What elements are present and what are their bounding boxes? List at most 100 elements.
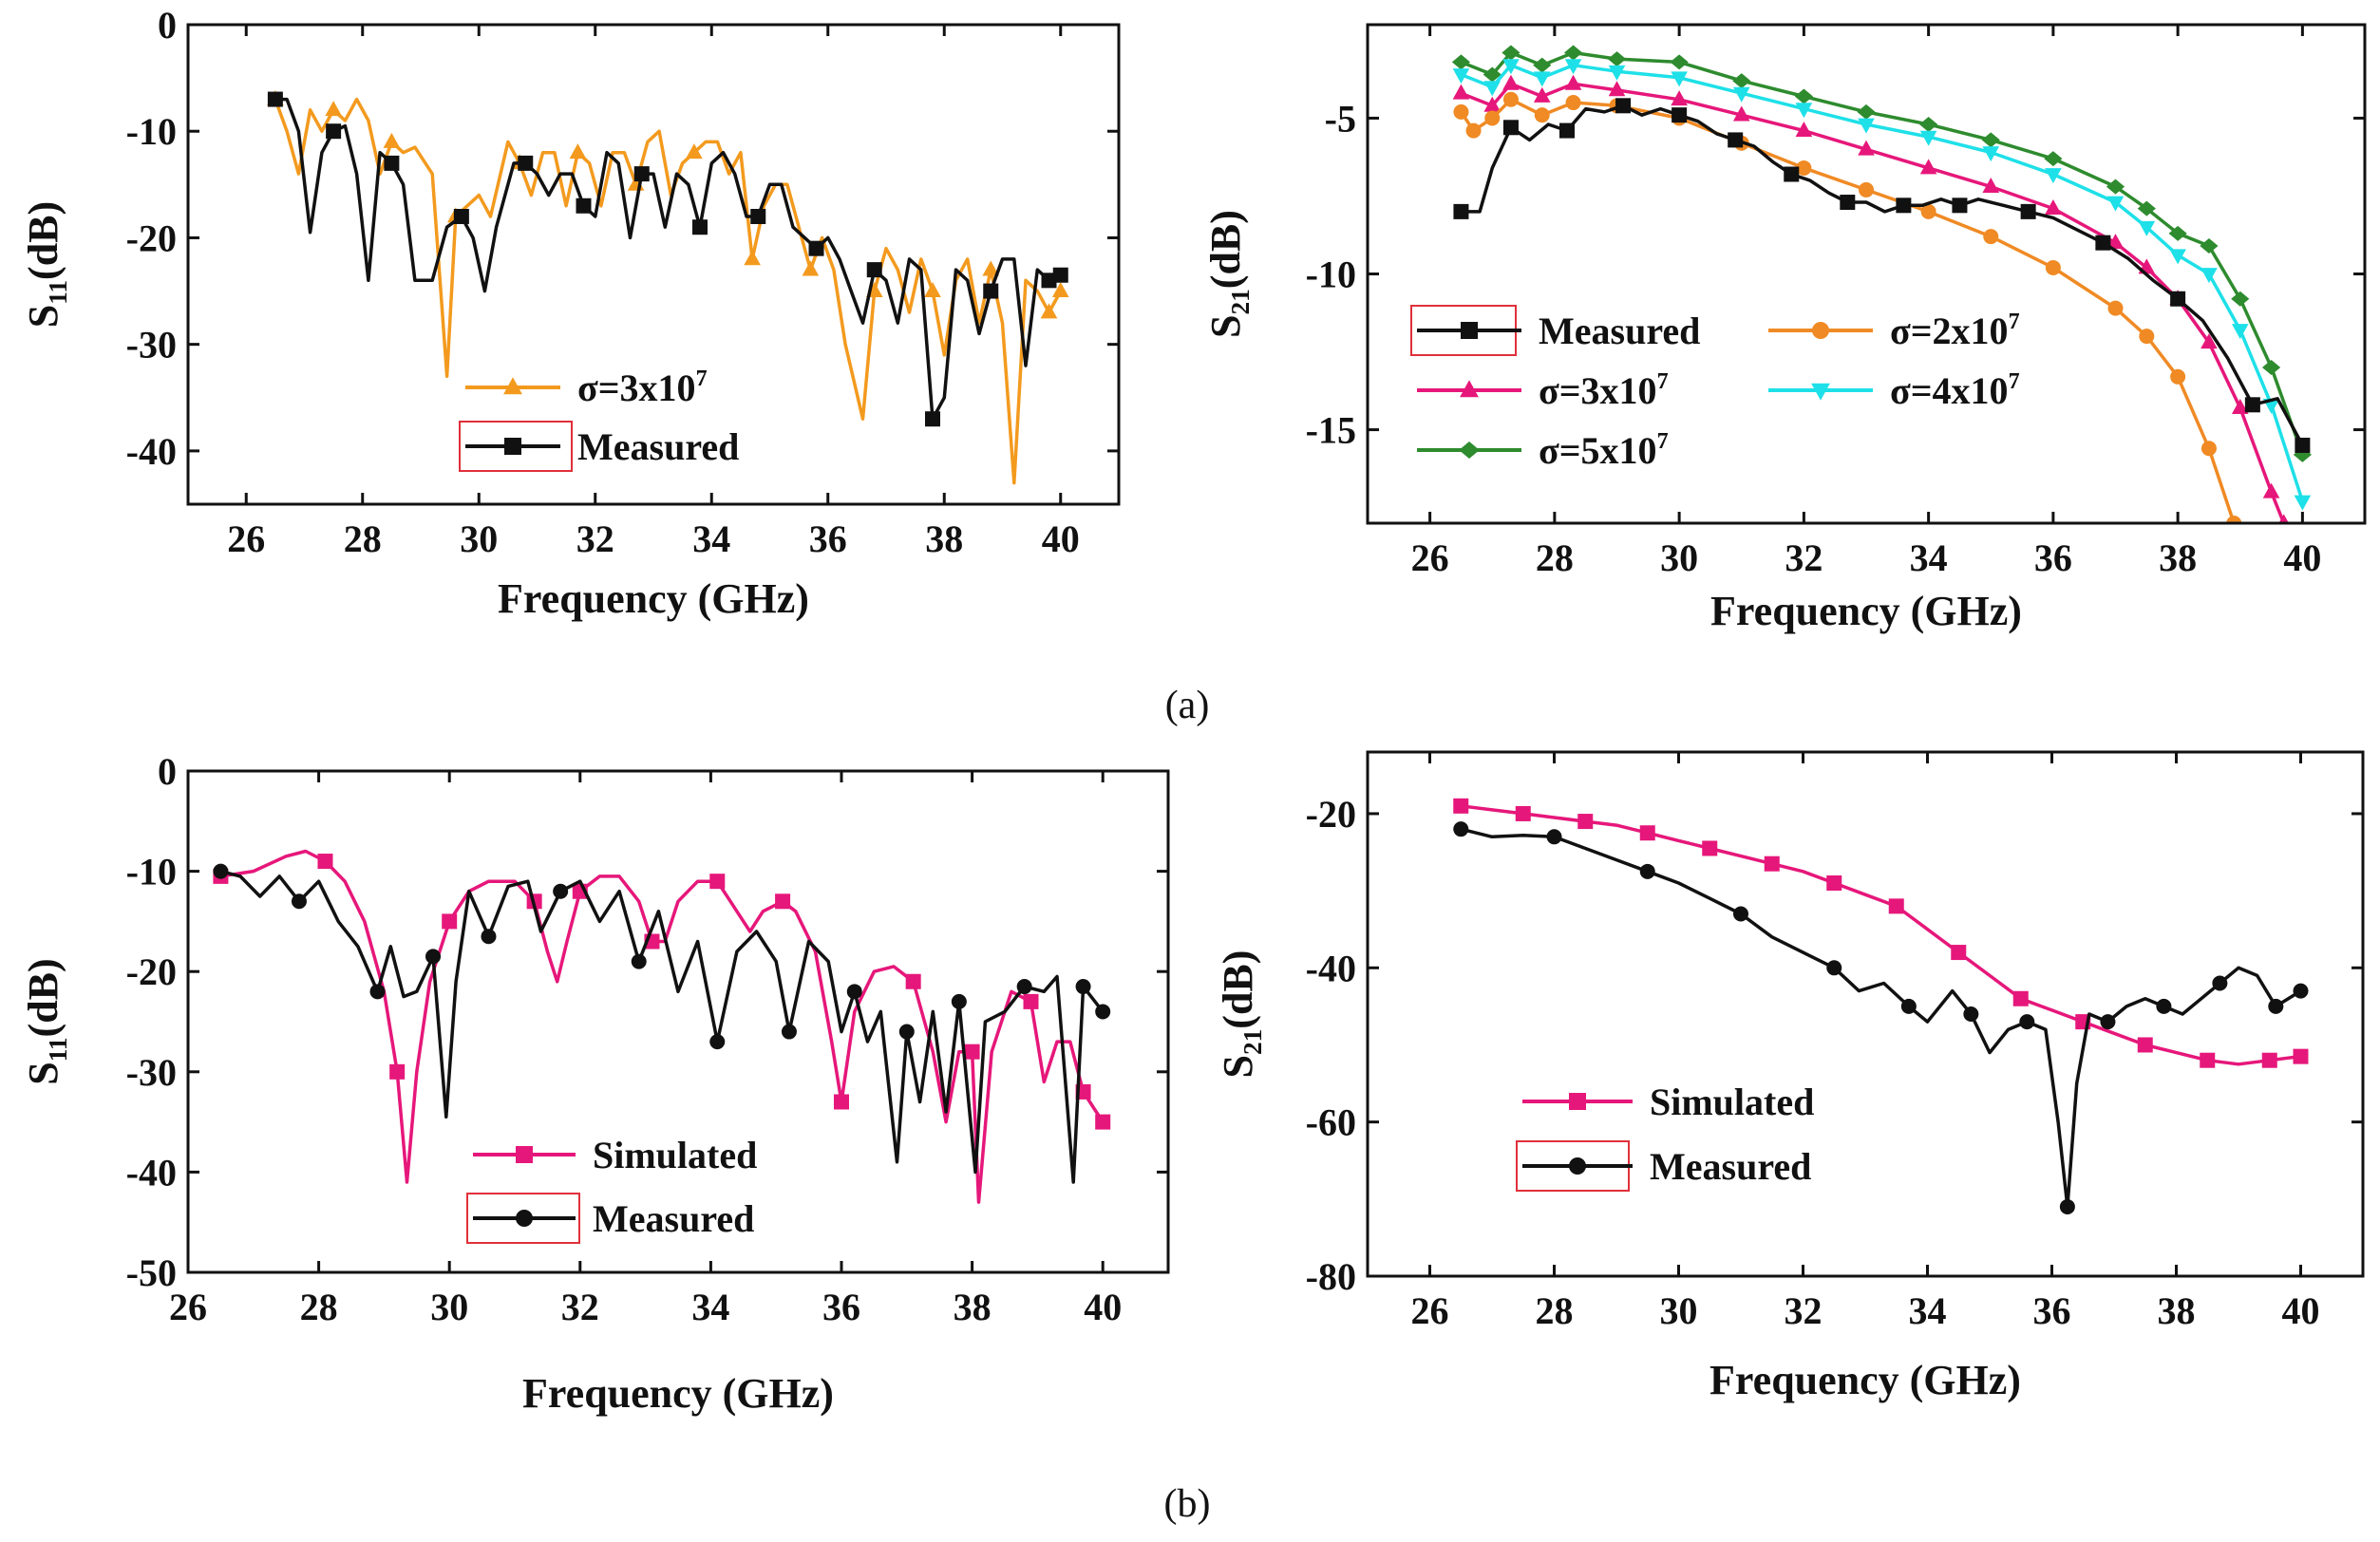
data-point-measured [781, 1024, 797, 1040]
legend-label: σ=5x107 [1539, 429, 1669, 472]
x-tick-label: 34 [691, 1286, 729, 1328]
data-point-sigma4 [1982, 146, 2000, 162]
data-point-measured [2212, 975, 2228, 991]
data-point-sigma5 [1857, 103, 1876, 120]
data-point-sigma4 [1858, 118, 1875, 134]
data-point-measured [983, 283, 999, 299]
x-axis-title: Frequency (GHz) [1710, 588, 2022, 634]
data-point-simulated [317, 854, 333, 870]
data-point-measured [576, 197, 592, 214]
legend-highlight-box [466, 1193, 580, 1244]
data-point-sigma4 [1608, 65, 1626, 81]
x-tick-label: 26 [227, 517, 265, 560]
x-tick-label: 26 [1411, 1289, 1449, 1332]
data-point-sigma3 [2231, 398, 2249, 414]
legend-marker [516, 1210, 533, 1227]
data-point-sigma5 [1732, 73, 1751, 89]
legend-label-sup: 7 [1657, 369, 1669, 394]
data-point-sigma2 [2170, 368, 2186, 385]
legend-label-sup: 7 [696, 367, 708, 391]
data-point-measured [384, 155, 400, 171]
data-point-sigma4 [1732, 86, 1750, 103]
y-axis-title-main: S [20, 305, 66, 328]
data-point-measured [1733, 906, 1748, 922]
x-tick-label: 32 [1785, 1289, 1823, 1332]
data-point-simulated [905, 973, 921, 989]
data-point-simulated [1639, 825, 1655, 841]
data-point-simulated [775, 893, 791, 910]
data-point-sigma3 [1732, 105, 1750, 122]
legend-label-text: σ=3x10 [577, 367, 696, 409]
legend-entry-sigma4: σ=4x107 [1768, 369, 2020, 412]
data-point-simulated [2200, 1052, 2216, 1068]
y-axis-title-main: S [20, 1062, 66, 1084]
data-point-sigma5 [1919, 117, 1938, 132]
legend-entry-simulated: Simulated [473, 1134, 757, 1176]
data-point-sigma5 [1502, 45, 1521, 61]
y-axis-title-sub: 11 [44, 280, 72, 305]
y-axis-title-suffix: (dB) [1202, 210, 1249, 289]
data-point-measured [709, 1034, 726, 1050]
panel-b-s21: 26 28 30 32 34 36 38 40 -20 -40 -60 -80 Frequency (G… [1215, 750, 2365, 1403]
data-point-sigma5 [2200, 237, 2219, 254]
data-point-simulated [709, 874, 726, 890]
data-point-sigma2 [2045, 259, 2061, 275]
x-tick-label: 28 [300, 1286, 338, 1328]
data-point-sigma4 [2106, 196, 2125, 212]
y-axis-title-suffix: (dB) [20, 958, 66, 1037]
y-tick-label: -20 [126, 950, 177, 993]
x-tick-label: 34 [692, 517, 730, 560]
data-point-simulated [1702, 840, 1718, 856]
x-tick-label: 30 [430, 1286, 468, 1328]
x-tick-label: 26 [169, 1286, 207, 1328]
y-tick-label: -40 [126, 430, 177, 473]
data-point-measured [2020, 203, 2036, 219]
data-point-simulated [2293, 1048, 2309, 1064]
y-tick-label: -30 [126, 1051, 177, 1094]
data-point-measured [326, 123, 342, 140]
data-point-sigma2 [2107, 300, 2124, 316]
legend-label: Simulated [593, 1134, 757, 1176]
y-axis-title-sub: 11 [44, 1037, 72, 1062]
data-point-measured [1900, 998, 1917, 1014]
data-point-measured [866, 262, 882, 278]
data-point-sigma5 [2261, 359, 2281, 375]
legend-marker [1460, 380, 1479, 398]
legend-marker [503, 377, 522, 395]
panel-a-s11: 26 28 30 32 34 36 38 40 0 -10 -20 -30 -40 Frequency (… [20, 4, 1121, 622]
data-point-sigma2 [1465, 122, 1482, 139]
legend-marker [1811, 383, 1830, 401]
x-tick-label: 40 [1084, 1286, 1122, 1328]
data-point-sigma4 [2201, 268, 2218, 284]
legend-label-sup: 7 [2009, 369, 2020, 394]
data-point-simulated [2137, 1037, 2153, 1053]
panel-a-s21: 26 28 30 32 34 36 38 40 -5 -10 -15 Frequency (GHz) S… [1202, 23, 2367, 634]
legend-marker [1569, 1093, 1586, 1110]
data-point-measured [1453, 821, 1469, 837]
data-point-sigma5 [1451, 54, 1471, 70]
data-point-measured [633, 166, 650, 182]
data-point-measured [267, 91, 283, 107]
legend-label-sup: 7 [2009, 310, 2020, 334]
plot-frame [1366, 750, 2365, 1278]
data-point-measured [2100, 1014, 2116, 1030]
data-point-sigma2 [2139, 329, 2155, 345]
series-line-measured [1460, 827, 2302, 1209]
data-point-sigma3 [1564, 74, 1582, 90]
data-point-measured [631, 953, 647, 969]
data-point-measured [1840, 195, 1856, 211]
y-tick-label: -50 [126, 1251, 177, 1294]
data-point-measured [1041, 273, 1057, 289]
data-point-sigma3 [1051, 281, 1069, 297]
data-point-sigma3 [1795, 121, 1813, 137]
x-axis-title: Frequency (GHz) [1709, 1357, 2021, 1403]
series-line-measured [1461, 103, 2304, 446]
legend-entry-sigma5: σ=5x107 [1417, 429, 1669, 472]
data-point-sigma5 [2137, 200, 2156, 216]
legend-entry-sigma3: σ=3x107 [465, 367, 708, 409]
y-tick-label: -40 [1306, 947, 1356, 989]
caption-a: (a) [1165, 684, 1210, 727]
legend-label-text: Measured [1650, 1145, 1811, 1188]
y-axis-title: S11(dB) [20, 201, 72, 328]
data-point-simulated [442, 913, 458, 930]
